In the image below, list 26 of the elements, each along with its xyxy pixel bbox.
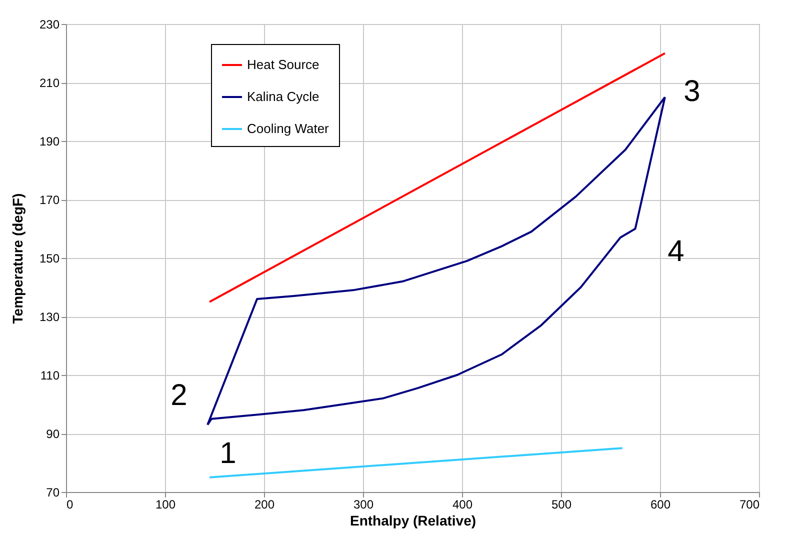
y-axis-title: Temperature (degF) (9, 193, 26, 324)
y-tick-label: 70 (46, 486, 60, 500)
annotation: 2 (170, 379, 188, 412)
annotation: 1 (220, 437, 236, 470)
y-tick-label: 110 (40, 368, 60, 382)
y-tick-label: 190 (39, 134, 60, 148)
x-tick-label: 500 (551, 498, 572, 512)
legend-label: Kalina Cycle (247, 89, 320, 104)
y-tick-label: 150 (39, 252, 60, 266)
x-tick-label: 700 (739, 498, 760, 512)
y-tick-label: 170 (39, 193, 60, 207)
x-tick-label: 200 (254, 498, 275, 512)
annotation: 3 (684, 75, 700, 108)
legend-label: Cooling Water (247, 121, 330, 136)
y-tick-label: 210 (39, 76, 60, 90)
annotation: 4 (668, 235, 684, 268)
x-tick-label: 100 (155, 498, 176, 512)
y-tick-label: 130 (39, 310, 60, 324)
y-tick-label: 90 (46, 427, 60, 441)
x-axis-title: Enthalpy (Relative) (350, 512, 476, 528)
legend-label: Heat Source (247, 57, 320, 72)
x-tick-label: 600 (650, 498, 671, 512)
x-tick-label: 0 (66, 498, 74, 512)
x-tick-label: 400 (452, 498, 473, 512)
y-tick-label: 230 (39, 18, 60, 32)
x-tick-label: 300 (353, 498, 374, 512)
